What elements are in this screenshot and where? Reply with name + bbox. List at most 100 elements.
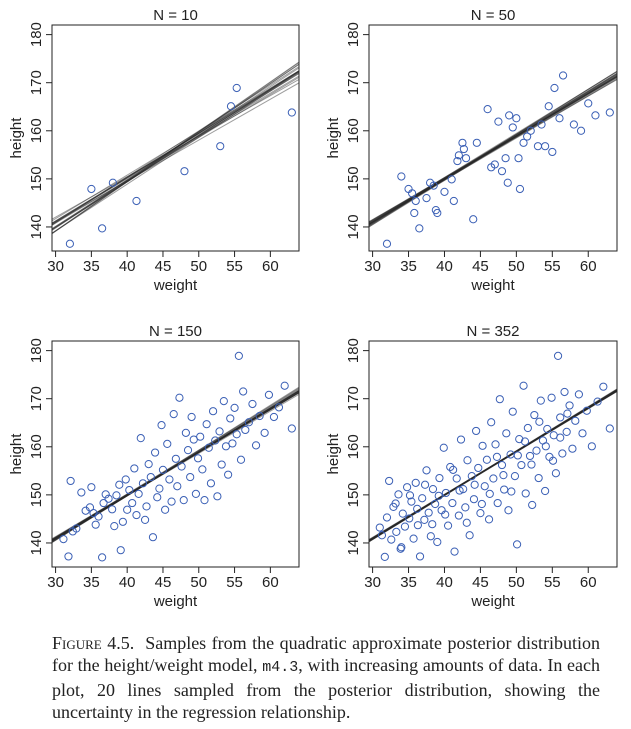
posterior-line [52, 391, 299, 540]
data-point [248, 399, 257, 409]
data-point [142, 502, 151, 511]
data-point [478, 441, 487, 450]
posterior-line [52, 76, 299, 226]
y-tick-label: 160 [345, 118, 362, 143]
data-point [72, 524, 81, 533]
data-point [568, 444, 577, 453]
data-point [544, 102, 553, 111]
y-tick-label: 150 [28, 482, 45, 507]
data-point [98, 224, 107, 233]
x-tick-label: 30 [47, 574, 64, 591]
data-point [230, 403, 239, 412]
data-point [569, 120, 578, 129]
data-point [140, 515, 150, 524]
posterior-line [369, 389, 617, 542]
data-point [550, 83, 559, 93]
posterior-line [369, 76, 617, 223]
plot-title: N = 10 [153, 7, 198, 24]
y-tick-label: 180 [28, 338, 45, 363]
data-point [224, 470, 233, 479]
data-point [587, 442, 596, 451]
posterior-line [52, 392, 299, 541]
data-point [59, 535, 68, 544]
x-tick-label: 60 [262, 258, 279, 275]
y-axis-label: height [325, 433, 342, 475]
posterior-line [52, 70, 299, 231]
posterior-line [52, 392, 299, 540]
data-point [465, 531, 474, 540]
data-point [146, 472, 155, 482]
posterior-line [52, 71, 299, 234]
x-tick-label: 30 [364, 574, 381, 591]
data-point [491, 440, 500, 449]
x-tick-label: 55 [544, 258, 561, 275]
data-point [158, 465, 168, 474]
posterior-line [52, 79, 299, 220]
x-tick-label: 55 [226, 574, 243, 591]
y-tick-label: 180 [345, 22, 362, 47]
data-point [454, 151, 463, 160]
data-point [121, 475, 130, 484]
data-point [85, 503, 95, 512]
data-point [578, 429, 587, 438]
plot-frame [368, 340, 618, 568]
data-point [487, 418, 496, 427]
posterior-line [369, 75, 617, 225]
data-point [112, 491, 121, 500]
data-point [454, 511, 463, 520]
data-point [443, 521, 453, 530]
y-tick-label: 150 [345, 166, 362, 191]
data-point [520, 437, 530, 446]
data-point [497, 460, 507, 470]
posterior-line [52, 70, 299, 231]
posterior-line [52, 72, 299, 230]
data-point [512, 114, 521, 123]
data-point [469, 215, 478, 224]
data-point [411, 196, 420, 206]
data-point [469, 495, 479, 504]
data-point [200, 496, 209, 505]
posterior-line [369, 390, 617, 541]
x-tick-label: 60 [262, 574, 279, 591]
data-point [530, 410, 539, 420]
data-point [211, 436, 220, 445]
posterior-line [369, 76, 617, 226]
data-point [485, 489, 494, 499]
data-point [605, 108, 614, 117]
posterior-line [369, 388, 617, 542]
posterior-line [52, 67, 299, 230]
data-point [556, 413, 565, 422]
data-point [591, 111, 600, 120]
data-point [525, 451, 535, 461]
data-point [91, 520, 100, 529]
data-point [449, 196, 458, 206]
data-point [477, 499, 486, 509]
data-point [472, 426, 481, 436]
x-tick-label: 50 [508, 574, 525, 591]
data-point [495, 395, 504, 404]
posterior-line [369, 78, 617, 225]
data-point [232, 83, 241, 93]
data-point [558, 449, 567, 458]
caption-lead: Figure 4.5. [52, 633, 135, 653]
data-point [169, 409, 178, 419]
data-point [94, 512, 103, 521]
data-point [459, 144, 468, 154]
data-point [456, 435, 466, 444]
posterior-line [369, 391, 617, 542]
data-point [461, 154, 471, 163]
posterior-line [52, 82, 299, 225]
data-point [413, 504, 422, 513]
data-point [556, 433, 565, 442]
data-point [287, 424, 296, 433]
posterior-line [369, 388, 617, 543]
posterior-line [52, 75, 299, 224]
data-point [382, 239, 392, 248]
data-point [239, 387, 248, 396]
data-point [467, 472, 476, 481]
data-point [446, 462, 455, 472]
data-point [508, 123, 517, 132]
y-tick-label: 140 [345, 214, 362, 239]
caption-text-1: Samples from the quadratic approximate p… [52, 633, 600, 675]
x-tick-label: 40 [436, 258, 453, 275]
